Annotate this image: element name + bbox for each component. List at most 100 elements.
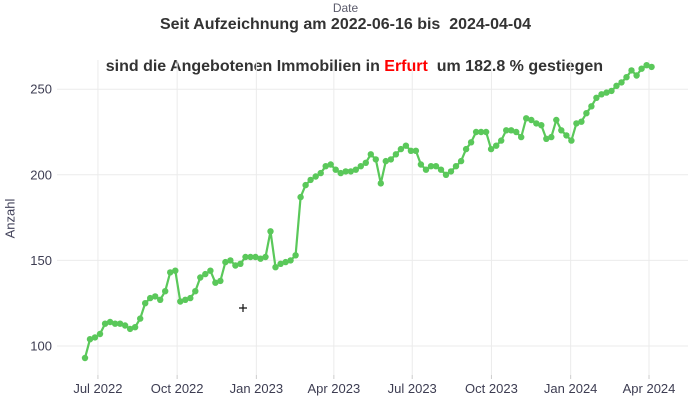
data-point[interactable] [182,296,189,303]
data-point[interactable] [197,274,204,281]
data-point[interactable] [598,91,605,98]
data-point[interactable] [357,163,364,170]
data-point[interactable] [257,255,264,262]
data-point[interactable] [157,296,164,303]
data-point[interactable] [372,156,379,163]
data-point[interactable] [628,67,635,74]
data-point[interactable] [292,252,299,259]
data-point[interactable] [317,169,324,177]
data-point[interactable] [533,120,540,127]
data-point[interactable] [106,318,114,326]
data-point[interactable] [302,181,309,189]
data-point[interactable] [498,137,505,144]
data-point[interactable] [412,147,420,154]
data-point[interactable] [462,145,470,153]
data-point[interactable] [312,173,319,180]
data-point[interactable] [377,180,384,187]
data-point[interactable] [422,166,430,173]
data-point[interactable] [307,176,314,184]
data-point[interactable] [362,159,369,166]
data-point[interactable] [152,293,159,300]
data-point[interactable] [96,330,104,338]
data-point[interactable] [613,82,620,90]
data-point[interactable] [121,322,129,329]
data-point[interactable] [447,168,455,175]
data-point[interactable] [553,116,560,124]
data-point[interactable] [558,127,565,134]
data-point[interactable] [548,133,555,141]
data-point[interactable] [247,253,254,261]
data-point[interactable] [457,157,465,165]
data-point[interactable] [578,118,585,125]
data-point[interactable] [392,151,400,158]
data-point[interactable] [267,228,274,235]
data-point[interactable] [167,269,174,276]
data-point[interactable] [147,294,154,302]
data-point[interactable] [227,257,234,264]
data-point[interactable] [633,72,640,79]
data-point[interactable] [252,253,259,261]
data-point[interactable] [91,334,99,341]
data-point[interactable] [277,260,284,267]
data-point[interactable] [493,142,500,149]
data-point[interactable] [126,325,134,333]
data-point[interactable] [407,147,415,154]
data-point[interactable] [432,163,440,170]
data-point[interactable] [332,166,339,173]
data-point[interactable] [237,260,244,267]
data-point[interactable] [367,151,374,158]
data-point[interactable] [131,324,139,331]
data-point[interactable] [487,145,495,153]
data-point[interactable] [177,298,184,305]
data-point[interactable] [352,166,359,173]
data-point[interactable] [568,137,575,144]
data-point[interactable] [202,270,209,278]
data-point[interactable] [137,315,144,322]
data-point[interactable] [347,168,354,175]
data-point[interactable] [417,161,425,168]
data-point[interactable] [101,320,109,327]
data-point[interactable] [588,103,595,110]
data-point[interactable] [523,115,530,122]
data-point[interactable] [508,127,515,134]
data-point[interactable] [618,79,625,86]
data-point[interactable] [162,288,169,295]
data-point[interactable] [648,63,655,71]
data-point[interactable] [387,156,395,163]
data-point[interactable] [172,267,179,274]
data-point[interactable] [573,120,580,127]
data-point[interactable] [528,116,535,124]
data-point[interactable] [397,145,405,153]
data-point[interactable] [472,128,480,136]
data-point[interactable] [513,128,520,136]
data-point[interactable] [583,110,590,117]
data-point[interactable] [217,277,224,285]
data-point[interactable] [543,135,550,142]
data-point[interactable] [337,169,344,177]
data-point[interactable] [272,264,279,271]
data-point[interactable] [452,163,460,170]
data-point[interactable] [467,139,475,146]
data-point[interactable] [232,262,239,269]
data-point[interactable] [608,87,615,95]
data-point[interactable] [111,320,119,327]
data-point[interactable] [643,61,650,69]
data-point[interactable] [593,94,600,102]
data-point[interactable] [402,142,410,149]
data-point[interactable] [116,320,124,327]
data-point[interactable] [623,74,630,81]
data-point[interactable] [322,163,329,170]
data-point[interactable] [327,161,334,168]
data-point[interactable] [262,253,269,261]
data-point[interactable] [342,168,349,175]
data-point[interactable] [482,128,490,136]
data-point[interactable] [427,163,435,170]
data-point[interactable] [442,171,450,178]
data-point[interactable] [297,193,304,201]
data-point[interactable] [603,89,610,96]
data-point[interactable] [538,122,545,129]
data-point[interactable] [86,336,94,343]
data-point[interactable] [212,279,219,286]
data-point[interactable] [222,258,229,266]
